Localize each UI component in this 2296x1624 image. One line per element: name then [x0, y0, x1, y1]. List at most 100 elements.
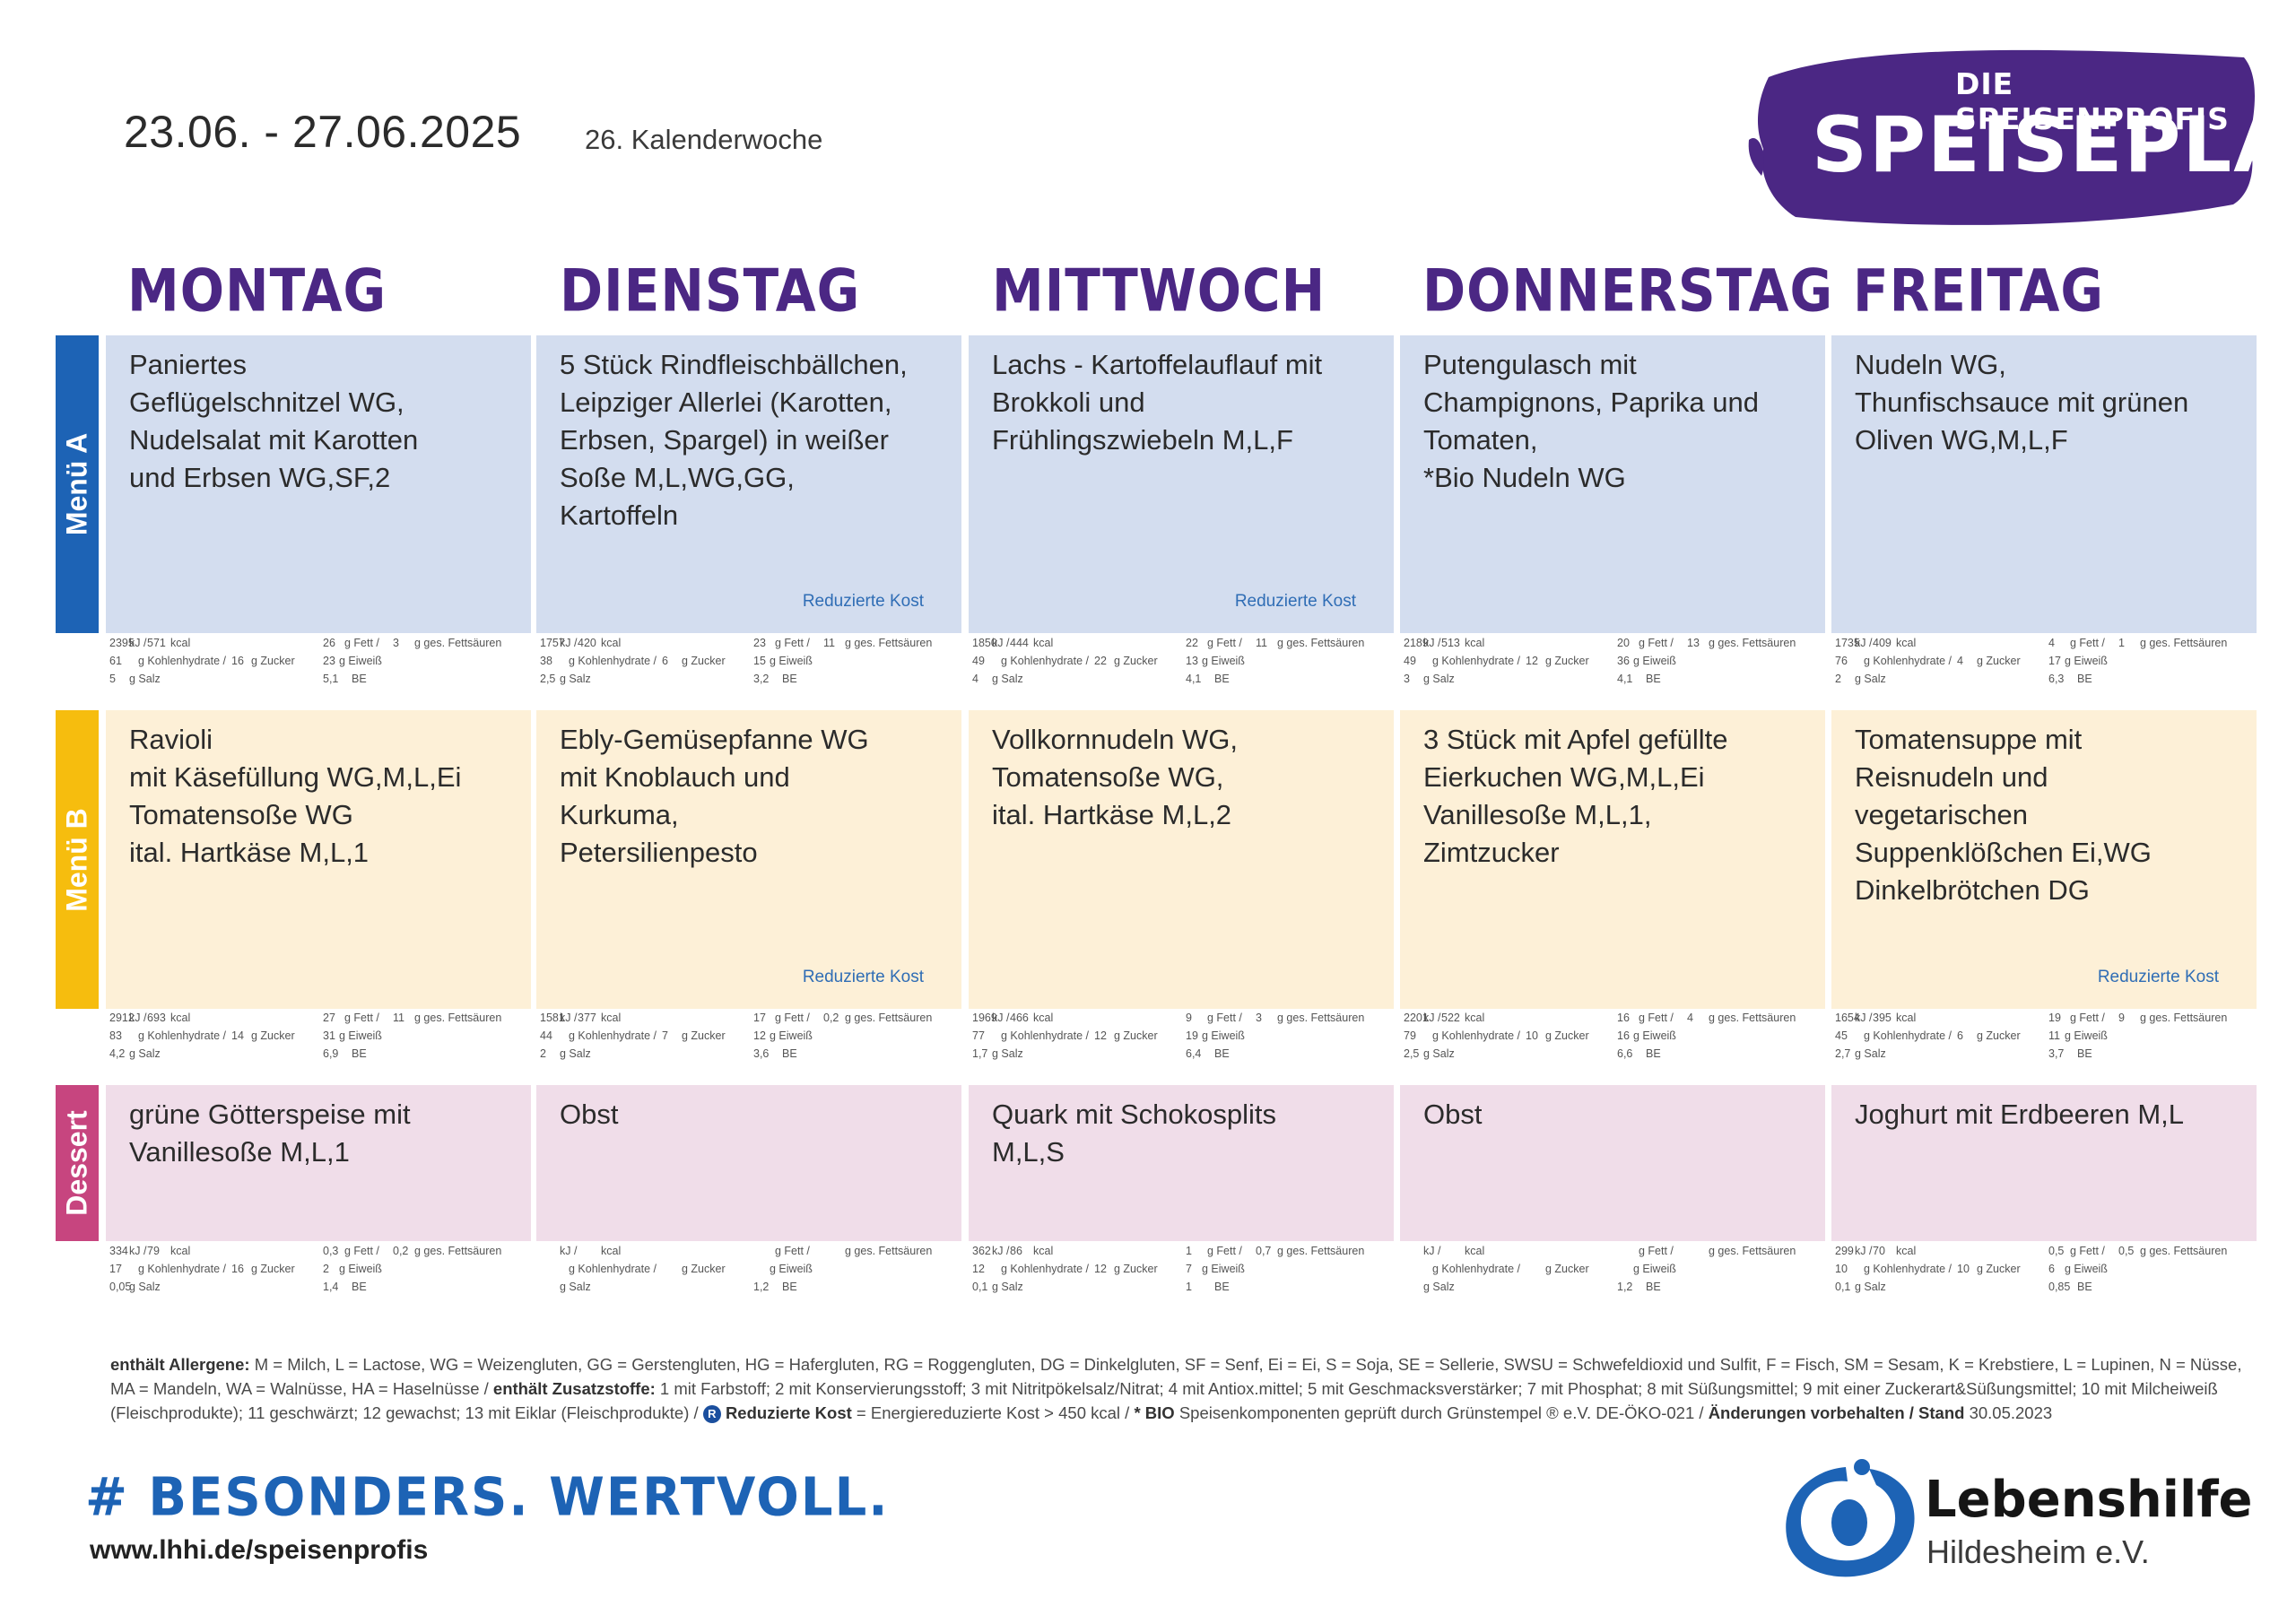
- nutrition-value: g Salz: [1423, 673, 1455, 685]
- nutrition-info: 1850 kJ /444 kcal 22 g Fett / 11 g ges. Fettsä…: [972, 637, 1394, 690]
- nutrition-value: 2,5: [540, 673, 556, 685]
- nutrition-value: g Eiweiß: [770, 1263, 813, 1275]
- nutrition-value: kJ /: [1423, 1245, 1441, 1257]
- nutrition-value: 2,5: [1404, 1047, 1420, 1060]
- nutrition-value: 1581: [540, 1012, 565, 1024]
- nutrition-value: g Kohlenhydrate /: [1864, 655, 1952, 667]
- nutrition-value: kJ /: [992, 637, 1010, 649]
- nutrition-value: g Salz: [992, 1281, 1023, 1293]
- nutrition-value: kcal: [170, 1245, 191, 1257]
- nutrition-value: BE: [782, 1047, 797, 1060]
- nutrition-value: 6,3: [2048, 673, 2065, 685]
- nutrition-value: g ges. Fettsäuren: [1277, 1012, 1365, 1024]
- dish-text: Quark mit Schokosplits M,L,S: [992, 1099, 1276, 1168]
- nutrition-value: g Eiweiß: [770, 655, 813, 667]
- dessert-cell: Quark mit Schokosplits M,L,S: [969, 1085, 1394, 1241]
- org-name: Lebenshilfe: [1925, 1471, 2253, 1529]
- nutrition-value: 3: [1404, 673, 1410, 685]
- nutrition-value: 45: [1835, 1029, 1848, 1042]
- nutrition-value: g Salz: [1855, 673, 1886, 685]
- nutrition-value: 5: [109, 673, 116, 685]
- nutrition-info: 2201 kJ /522 kcal 16 g Fett / 4 g ges. Fettsäu…: [1404, 1012, 1825, 1065]
- day-header-montag: MONTAG: [127, 256, 387, 326]
- nutrition-value: kcal: [601, 637, 622, 649]
- nutrition-value: g Zucker: [251, 655, 295, 667]
- nutrition-value: 11: [1256, 637, 1267, 649]
- nutrition-value: 0,1: [1835, 1281, 1851, 1293]
- nutrition-value: 1850: [972, 637, 997, 649]
- nutrition-value: 2: [540, 1047, 546, 1060]
- nutrition-value: BE: [782, 673, 797, 685]
- nutrition-value: kcal: [1465, 1245, 1485, 1257]
- dish-text: Paniertes Geflügelschnitzel WG, Nudelsal…: [129, 349, 419, 493]
- nutrition-value: 16: [1617, 1029, 1630, 1042]
- nutrition-value: g Zucker: [1977, 655, 2021, 667]
- nutrition-value: g Salz: [1423, 1281, 1455, 1293]
- nutrition-value: kcal: [1896, 637, 1917, 649]
- nutrition-value: 409: [1873, 637, 1892, 649]
- nutrition-value: 22: [1094, 655, 1107, 667]
- nutrition-value: g ges. Fettsäuren: [2140, 1245, 2228, 1257]
- nutrition-value: 3,7: [2048, 1047, 2065, 1060]
- nutrition-value: g Fett /: [1207, 1245, 1242, 1257]
- dessert-cell: grüne Götterspeise mit Vanillesoße M,L,1: [106, 1085, 531, 1241]
- nutrition-value: kcal: [1896, 1245, 1917, 1257]
- nutrition-value: g Fett /: [775, 637, 810, 649]
- nutrition-value: 0,7: [1256, 1245, 1272, 1257]
- nutrition-value: 4,1: [1186, 673, 1202, 685]
- nutrition-value: 70: [1873, 1245, 1885, 1257]
- nutrition-value: g Kohlenhydrate /: [1864, 1263, 1952, 1275]
- nutrition-value: 1654: [1835, 1012, 1860, 1024]
- nutrition-value: 12: [972, 1263, 985, 1275]
- nutrition-value: g Kohlenhydrate /: [569, 1263, 657, 1275]
- nutrition-value: g Kohlenhydrate /: [1001, 1029, 1089, 1042]
- nutrition-value: 0,5: [2118, 1245, 2135, 1257]
- nutrition-value: 377: [578, 1012, 596, 1024]
- logo-small-text: DIE SPEISENPROFIS: [1955, 66, 2230, 136]
- nutrition-value: kJ /: [129, 637, 147, 649]
- nutrition-value: g Zucker: [682, 655, 726, 667]
- nutrition-value: 1,4: [323, 1281, 339, 1293]
- nutrition-value: 12: [753, 1029, 766, 1042]
- nutrition-value: 299: [1835, 1245, 1854, 1257]
- nutrition-value: kcal: [1033, 1012, 1054, 1024]
- nutrition-value: BE: [1646, 1281, 1661, 1293]
- nutrition-value: 4: [1957, 655, 1963, 667]
- nutrition-value: BE: [2077, 1281, 2092, 1293]
- nutrition-value: g Zucker: [251, 1263, 295, 1275]
- nutrition-value: 77: [972, 1029, 985, 1042]
- nutrition-info: 1969 kJ /466 kcal 9 g Fett / 3 g ges. Fettsäur…: [972, 1012, 1394, 1065]
- nutrition-value: 20: [1617, 637, 1630, 649]
- nutrition-value: 1,2: [753, 1281, 770, 1293]
- website-link[interactable]: www.lhhi.de/speisenprofis: [90, 1535, 429, 1565]
- nutrition-value: 4: [972, 673, 978, 685]
- nutrition-value: 1: [1186, 1281, 1192, 1293]
- nutrition-value: g Kohlenhydrate /: [1001, 655, 1089, 667]
- menu-a-cell: Nudeln WG, Thunfischsauce mit grünen Oli…: [1831, 335, 2257, 633]
- nutrition-value: 49: [972, 655, 985, 667]
- nutrition-value: g Fett /: [775, 1012, 810, 1024]
- nutrition-value: g Salz: [560, 1281, 591, 1293]
- nutrition-value: BE: [2077, 1047, 2092, 1060]
- nutrition-value: g Fett /: [2070, 637, 2105, 649]
- reduced-diet-tag: Reduzierte Kost: [802, 968, 924, 986]
- nutrition-value: 1,2: [1617, 1281, 1633, 1293]
- nutrition-value: 7: [662, 1029, 668, 1042]
- nutrition-value: g Kohlenhydrate /: [569, 655, 657, 667]
- nutrition-value: kJ /: [560, 1245, 578, 1257]
- menu-b-label: Menü B: [56, 710, 99, 1009]
- nutrition-value: 36: [1617, 655, 1630, 667]
- nutrition-value: g Fett /: [1207, 1012, 1242, 1024]
- nutrition-value: 1969: [972, 1012, 997, 1024]
- nutrition-value: BE: [352, 1047, 367, 1060]
- nutrition-value: 17: [753, 1012, 766, 1024]
- nutrition-value: 79: [147, 1245, 160, 1257]
- nutrition-value: 1,7: [972, 1047, 988, 1060]
- reduced-icon: R: [702, 1405, 721, 1423]
- nutrition-value: 693: [147, 1012, 166, 1024]
- nutrition-info: 362 kJ /86 kcal 1 g Fett / 0,7 g ges. Fettsäur…: [972, 1245, 1394, 1298]
- nutrition-value: BE: [782, 1281, 797, 1293]
- nutrition-value: 0,5: [2048, 1245, 2065, 1257]
- nutrition-value: 1: [1186, 1245, 1192, 1257]
- nutrition-value: 19: [1186, 1029, 1198, 1042]
